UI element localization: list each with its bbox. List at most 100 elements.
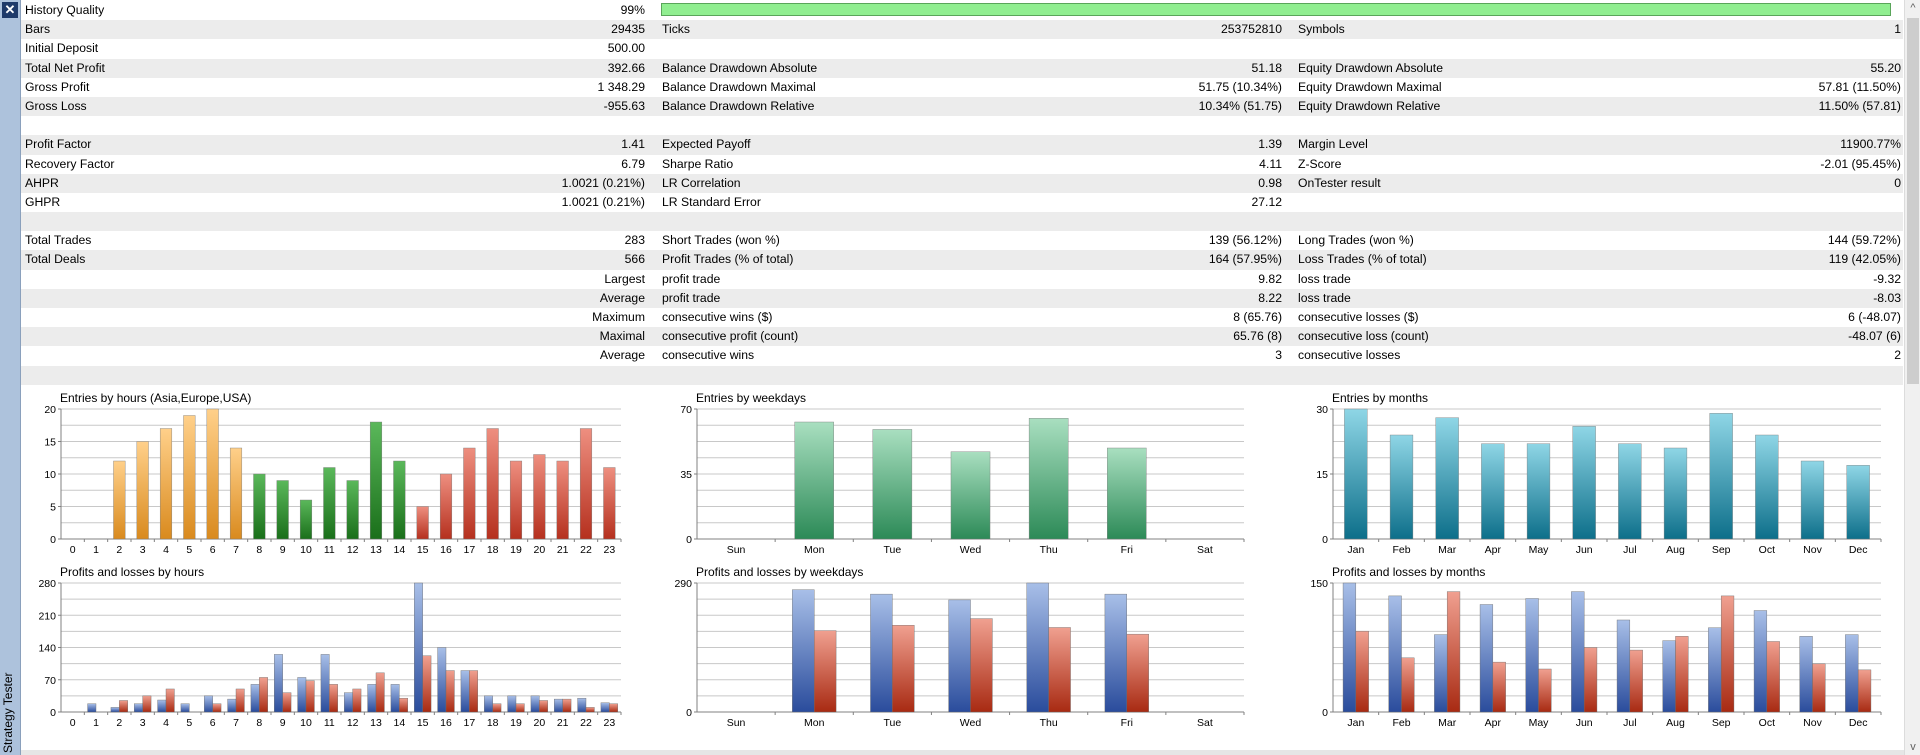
stat-c1l: AHPR [25,175,59,190]
profit-bar [792,589,815,713]
loss-bar [445,670,455,713]
stat-c1l: Gross Loss [25,98,87,113]
profit-bar [367,684,377,713]
scrollbar-thumb[interactable] [1907,18,1919,384]
chart-title: Profits and losses by hours [60,565,204,579]
bar [1344,408,1368,540]
x-tick-label: Dec [1849,544,1868,556]
stat-c2v: 139 (56.12%) [1208,233,1282,248]
loss-bar [1048,627,1071,713]
stat-c3v: -8.03 [1873,290,1901,305]
stat-row: GHPR 1.0021 (0.21%) LR Standard Error 27.12 [21,193,1903,212]
stat-c1v: 283 [624,233,645,248]
stat-c2l: Profit Trades (% of total) [662,252,794,267]
stat-row: Initial Deposit 500.00 [21,39,1903,58]
y-tick-label: 0 [50,534,56,546]
bar [1389,434,1414,540]
profit-bar [180,703,190,713]
profit-bar [320,654,330,713]
stat-c3v: -9.32 [1873,271,1901,286]
bar [159,428,173,540]
bar [183,415,196,540]
charts-area: Entries by hours (Asia,Europe,USA) 0 5 10 15… [21,387,1903,755]
y-tick-label: 0 [50,707,56,719]
profit-bar [390,684,400,713]
x-tick-label: Wed [960,544,982,556]
x-tick-label: Feb [1392,717,1410,729]
x-tick-label: Feb [1392,544,1410,556]
stat-rows: Bars 29435 Ticks 253752810 Symbols 1 Initial D… [21,20,1903,385]
stat-c2v: 8.22 [1258,290,1282,305]
bar [556,460,569,540]
stat-c2v: 3 [1275,348,1282,363]
bar [1618,443,1642,540]
stat-c1v: 29435 [611,22,645,37]
loss-bar [1538,668,1552,713]
loss-bar [515,703,525,713]
y-tick-label: 150 [1310,578,1328,590]
x-tick-label: Sat [1197,544,1213,556]
x-tick-label: 6 [210,544,216,556]
x-tick-label: 2 [116,717,122,729]
loss-bar [1126,633,1149,713]
profit-bar [110,707,120,713]
x-tick-label: Wed [960,717,982,729]
x-tick-label: Mar [1438,544,1457,556]
bar [1435,417,1459,540]
stat-c2l: Balance Drawdown Maximal [662,79,816,94]
y-tick-label: 5 [50,502,56,514]
y-tick-label: 20 [44,404,56,416]
stat-c3v: -48.07 (6) [1848,329,1901,344]
x-tick-label: 10 [300,717,312,729]
bar [1709,413,1733,540]
stat-c2l: Balance Drawdown Relative [662,98,815,113]
stat-c2l: Expected Payoff [662,137,751,152]
stat-c3v: 6 (-48.07) [1848,310,1901,324]
y-tick-label: 10 [44,469,56,481]
stat-c2l: Sharpe Ratio [662,156,734,171]
x-tick-label: Oct [1759,717,1775,729]
profit-bar [1479,604,1494,713]
x-tick-label: Aug [1666,544,1685,556]
scroll-up-icon[interactable]: ^ [1910,2,1916,14]
bar [253,473,266,540]
stat-c2l: profit trade [662,271,721,286]
scroll-down-icon[interactable]: v [1910,741,1916,753]
loss-bar [814,630,837,713]
loss-bar [282,692,292,713]
x-tick-label: 12 [347,544,359,556]
bar [579,428,593,540]
stat-c3v: 55.20 [1870,60,1902,75]
loss-bar [892,625,915,713]
profit-bar [1342,582,1357,713]
strategy-tester-tab[interactable]: Strategy Tester [0,665,20,755]
stat-c2v: 51.75 (10.34%) [1198,79,1282,94]
stat-c2v: 4.11 [1259,156,1282,171]
loss-bar [1720,595,1735,713]
stat-c2v: 0.98 [1258,175,1282,190]
bar [1800,460,1825,540]
profit-bar [297,677,307,713]
stat-c3l: OnTester result [1298,175,1381,190]
stat-c3v: 11900.77% [1840,137,1901,152]
profit-bar [437,647,447,713]
x-tick-label: Jun [1576,544,1593,556]
profit-bar [1845,634,1859,713]
x-tick-label: 20 [533,717,545,729]
horizontal-scrollbar[interactable] [21,750,1904,755]
x-tick-label: 10 [300,544,312,556]
bar [1846,465,1870,540]
bar [1481,443,1505,540]
history-quality-label: History Quality [25,3,105,17]
close-icon[interactable]: ✕ [2,2,18,18]
profit-bar [1388,595,1402,713]
stat-c1r: Maximum [592,310,645,324]
x-tick-label: 11 [324,717,335,729]
vertical-scrollbar[interactable]: ^ v [1904,0,1920,755]
x-tick-label: 0 [70,717,76,729]
x-tick-label: 19 [510,544,522,556]
y-tick-label: 15 [1316,469,1328,481]
profit-bar [577,697,587,713]
loss-bar [212,703,222,713]
stat-c1v: 1.0021 (0.21%) [561,194,645,209]
